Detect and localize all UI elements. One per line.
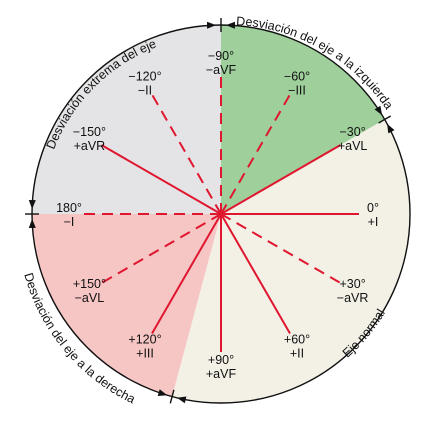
lead-name: +III <box>136 347 154 361</box>
lead-name: −I <box>64 215 75 229</box>
lead-label: −30° +aVL <box>338 125 368 153</box>
lead-label: −150° +aVR <box>73 125 106 153</box>
lead-name: +I <box>368 215 379 229</box>
lead-degree: +60° <box>284 333 310 347</box>
lead-label: 180° −I <box>56 201 82 229</box>
lead-name: −aVL <box>75 291 105 305</box>
lead-name: +aVF <box>206 367 237 381</box>
lead-label: −90° −aVF <box>206 49 237 77</box>
boundary-arrows <box>25 18 395 404</box>
lead-label: 0° +I <box>367 201 379 229</box>
lead-line <box>100 144 222 215</box>
sector-normal-axis <box>172 119 411 404</box>
lead-labels: 0° +I +30° −aVR +60° +II +90° +aVF +120° +III +150… <box>56 49 379 381</box>
lead-degree: +30° <box>339 277 365 291</box>
lead-line <box>220 93 291 215</box>
lead-label: −120° −II <box>128 69 161 97</box>
lead-label: +90° +aVF <box>206 353 237 381</box>
axis-deviation-sectors <box>32 25 411 404</box>
lead-label: −60° −III <box>284 69 310 97</box>
lead-name: +II <box>290 347 304 361</box>
lead-degree: +120° <box>128 333 161 347</box>
lead-degree: +90° <box>208 353 234 367</box>
lead-degree: −90° <box>208 49 234 63</box>
lead-name: +aVR <box>74 139 106 153</box>
lead-axis-lines <box>83 76 359 352</box>
arrow-head <box>157 389 168 396</box>
lead-name: +aVL <box>338 139 368 153</box>
lead-degree: 180° <box>56 201 82 215</box>
arrow-head <box>176 396 187 404</box>
lead-label: +60° +II <box>284 333 310 361</box>
lead-degree: +150° <box>73 277 106 291</box>
lead-degree: 0° <box>367 201 379 215</box>
lead-line <box>220 144 342 215</box>
lead-line <box>151 93 222 215</box>
lead-line <box>220 213 291 335</box>
arrow-head <box>28 200 36 210</box>
lead-label: +30° −aVR <box>337 277 369 305</box>
arrow-head <box>207 21 217 29</box>
lead-degree: −120° <box>128 69 161 83</box>
sector-left-deviation <box>221 25 385 214</box>
lead-label: +120° +III <box>128 333 161 361</box>
arrow-head <box>387 123 395 134</box>
lead-line <box>151 213 222 335</box>
boundary-tick <box>378 115 392 124</box>
lead-line <box>100 213 222 284</box>
lead-name: −aVR <box>337 291 369 305</box>
arrow-head <box>374 105 383 116</box>
lead-degree: −30° <box>339 125 365 139</box>
sector-right-deviation <box>32 214 221 397</box>
arrow-head <box>225 21 235 29</box>
lead-name: −II <box>138 83 152 97</box>
lead-degree: −150° <box>73 125 106 139</box>
arrow-head <box>28 218 36 228</box>
lead-label: +150° −aVL <box>73 277 106 305</box>
lead-degree: −60° <box>284 69 310 83</box>
boundary-tick <box>169 389 175 404</box>
lead-line <box>220 213 342 284</box>
lead-name: −III <box>288 83 306 97</box>
lead-name: −aVF <box>206 63 237 77</box>
sector-extreme-deviation <box>32 25 221 214</box>
